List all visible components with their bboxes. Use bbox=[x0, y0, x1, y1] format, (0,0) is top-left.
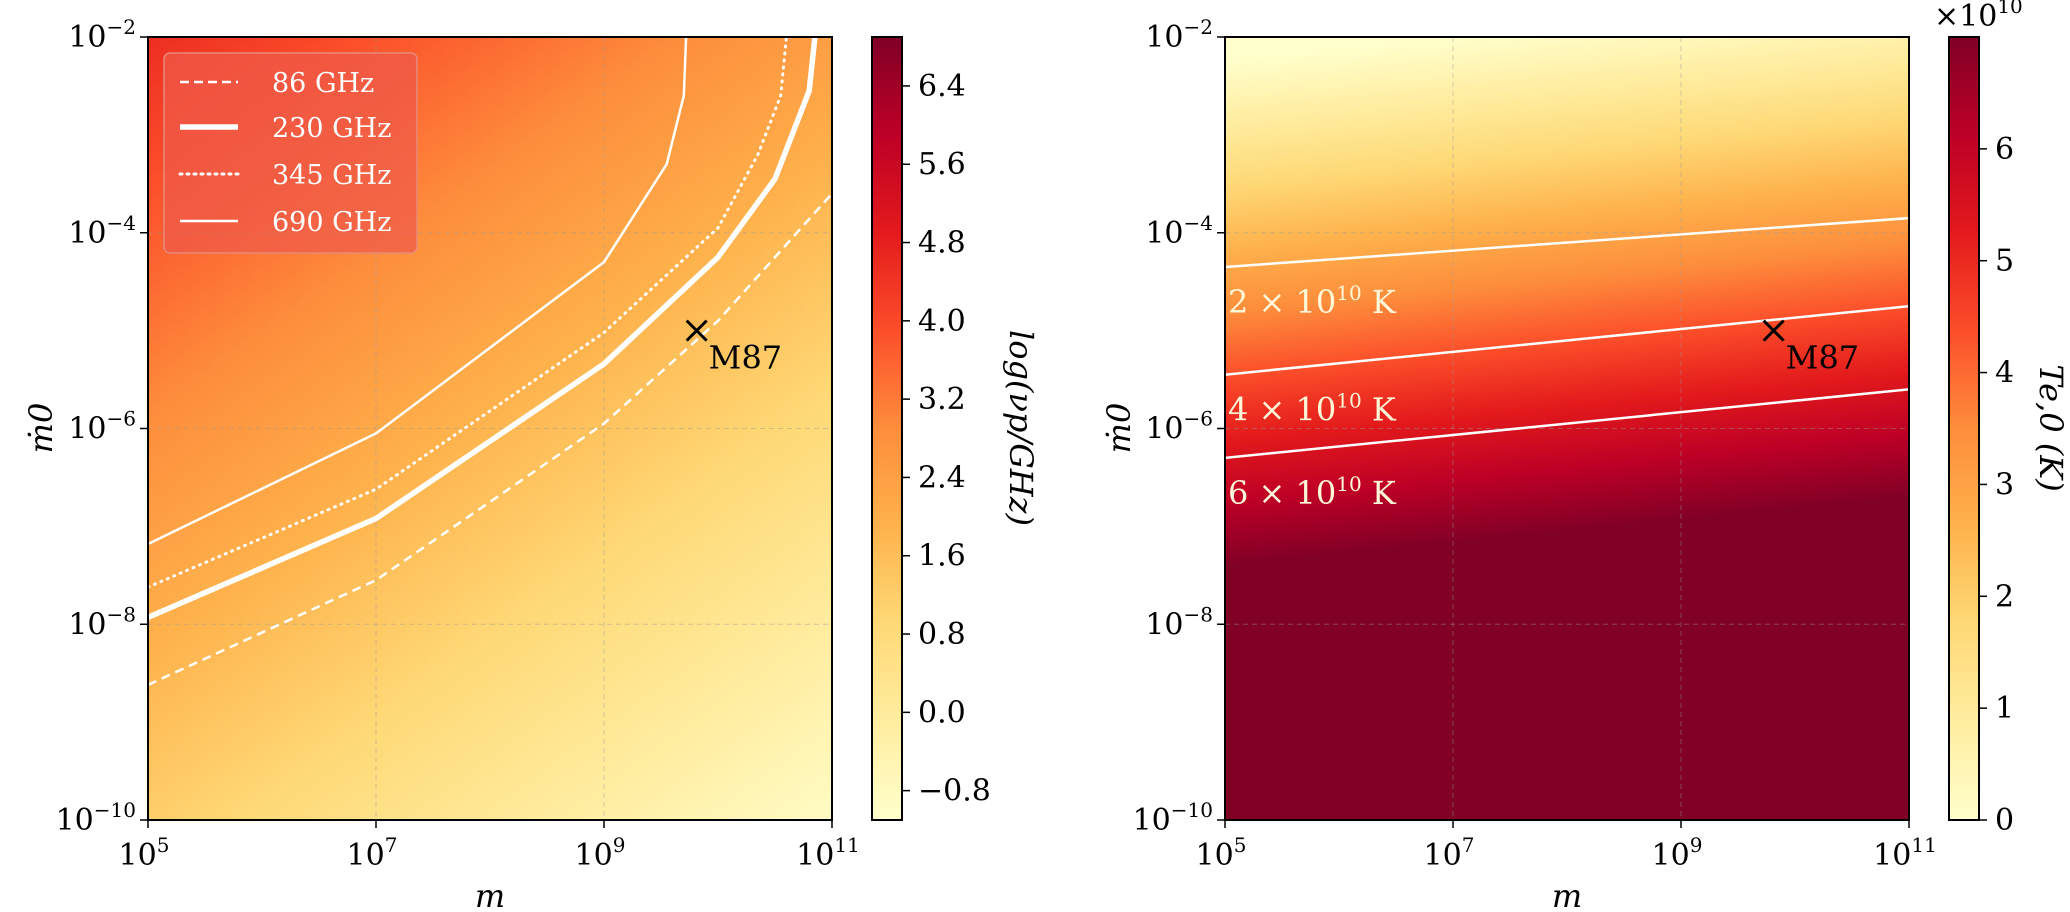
m87-label: M87 bbox=[1786, 339, 1859, 377]
heatmap-electron-temperature bbox=[1225, 37, 1909, 820]
colorbar-label-right: Te,0 (K) bbox=[2032, 364, 2070, 491]
colorbar-tick-label: 4.0 bbox=[918, 304, 966, 339]
y-tick-label: 10−6 bbox=[68, 407, 136, 447]
contour-temperature-6 bbox=[1225, 388, 1909, 460]
x-tick-label: 1011 bbox=[1873, 833, 1937, 873]
contour-labels-temperature: 2 × 1010 K 4 × 1010 K 6 × 1010 K bbox=[1228, 281, 1397, 512]
colorbar-multiplier: ×1010 bbox=[1934, 0, 2023, 34]
m87-cross-icon bbox=[685, 319, 708, 342]
colorbar-frame-right bbox=[1948, 36, 1980, 821]
contour-label-temperature: 6 × 1010 K bbox=[1228, 472, 1397, 512]
y-tick-label: 10−8 bbox=[68, 602, 136, 642]
y-tick-label: 10−2 bbox=[68, 15, 136, 55]
legend: 86 GHz 230 GHz 345 GHz 690 GHz bbox=[163, 52, 418, 254]
x-ticks-left: 105 107 109 1011 bbox=[119, 820, 860, 873]
x-tick-label: 109 bbox=[1652, 833, 1703, 873]
contour-label-temperature: 2 × 1010 K bbox=[1228, 281, 1397, 321]
colorbar-tick-label: 6.4 bbox=[918, 69, 966, 104]
y-tick-label: 10−2 bbox=[1145, 15, 1213, 55]
contour-230ghz bbox=[148, 37, 818, 621]
legend-label-86ghz: 86 GHz bbox=[272, 68, 374, 99]
grid-right bbox=[1225, 37, 1909, 820]
colorbar-right bbox=[1949, 37, 1979, 820]
x-axis-label-right: m bbox=[1552, 877, 1582, 912]
x-tick-label: 105 bbox=[119, 833, 170, 873]
colorbar-label-left: log(νp/GHz) bbox=[1002, 330, 1040, 526]
contours-frequency bbox=[148, 37, 832, 687]
colorbar-tick-label: 1 bbox=[1995, 691, 2014, 726]
colorbar-tick-label: 4.8 bbox=[918, 226, 966, 261]
y-tick-label: 10−8 bbox=[1145, 602, 1213, 642]
colorbar-tick-label: −0.8 bbox=[918, 774, 991, 809]
y-axis-label-left: ṁ0 bbox=[22, 403, 60, 454]
y-tick-label: 10−10 bbox=[1133, 798, 1213, 838]
contour-temperature-2 bbox=[1225, 216, 1909, 269]
y-tick-label: 10−6 bbox=[1145, 407, 1213, 447]
panel-peak-frequency: 105 107 109 1011 10−10 10−8 10−6 10−4 10−2 m ṁ0… bbox=[22, 15, 1040, 912]
colorbar-tick-label: 0.0 bbox=[918, 695, 966, 730]
legend-label-690ghz: 690 GHz bbox=[272, 207, 391, 238]
contours-temperature bbox=[1225, 216, 1909, 460]
x-tick-label: 107 bbox=[347, 833, 398, 873]
contour-label-temperature: 4 × 1010 K bbox=[1228, 389, 1397, 429]
colorbar-tick-label: 3.2 bbox=[918, 382, 966, 417]
panel-electron-temperature: 105 107 109 1011 10−1010−810−610−410−2 m ṁ0… bbox=[1100, 0, 2070, 912]
colorbar-tick-label: 0 bbox=[1995, 803, 2014, 838]
y-ticks-left: 10−10 10−8 10−6 10−4 10−2 bbox=[56, 15, 148, 838]
colorbar-frame-left bbox=[871, 36, 903, 821]
y-axis-label-right: ṁ0 bbox=[1100, 403, 1138, 454]
y-ticks-right: 10−10 10−8 10−6 10−4 10−2 bbox=[1133, 15, 1225, 838]
m87-marker-left: M87 bbox=[685, 319, 782, 377]
colorbar-tick-label: 2.4 bbox=[918, 460, 966, 495]
y-tick-label: 10−4 bbox=[68, 211, 136, 251]
y-tick-label: 10−10 bbox=[56, 798, 136, 838]
x-tick-label: 107 bbox=[1424, 833, 1475, 873]
colorbar-ticks-right: 0 1 2 3 4 5 6 bbox=[1979, 132, 2014, 838]
colorbar-tick-label: 4 bbox=[1995, 356, 2014, 391]
colorbar-tick-label: 2 bbox=[1995, 579, 2014, 614]
contour-86ghz bbox=[148, 192, 832, 687]
colorbar-ticks-left: −0.8 0.0 0.8 1.6 2.4 3.2 4.0 4.8 5.6 6.4 bbox=[902, 69, 991, 809]
colorbar-left bbox=[872, 37, 902, 820]
colorbar-tick-label: 5.6 bbox=[918, 147, 966, 182]
colorbar-tick-label: 6 bbox=[1995, 132, 2014, 167]
colorbar-tick-label: 1.6 bbox=[918, 539, 966, 574]
contour-temperature-4 bbox=[1225, 304, 1909, 376]
y-tick-label: 10−4 bbox=[1145, 211, 1213, 251]
legend-label-345ghz: 345 GHz bbox=[272, 160, 391, 191]
m87-label: M87 bbox=[709, 339, 782, 377]
contour-345ghz bbox=[148, 37, 788, 589]
x-axis-label-left: m bbox=[475, 877, 505, 912]
x-ticks-right: 105 107 109 1011 bbox=[1196, 820, 1937, 873]
colorbar-tick-label: 0.8 bbox=[918, 617, 966, 652]
legend-label-230ghz: 230 GHz bbox=[272, 113, 391, 144]
contour-690ghz bbox=[148, 37, 688, 546]
m87-cross-icon bbox=[1762, 319, 1785, 342]
x-tick-label: 105 bbox=[1196, 833, 1247, 873]
x-tick-label: 1011 bbox=[796, 833, 860, 873]
x-tick-label: 109 bbox=[575, 833, 626, 873]
colorbar-tick-label: 5 bbox=[1995, 244, 2014, 279]
legend-box bbox=[163, 52, 418, 254]
colorbar-tick-label: 3 bbox=[1995, 467, 2014, 502]
m87-marker-right: M87 bbox=[1762, 319, 1859, 377]
